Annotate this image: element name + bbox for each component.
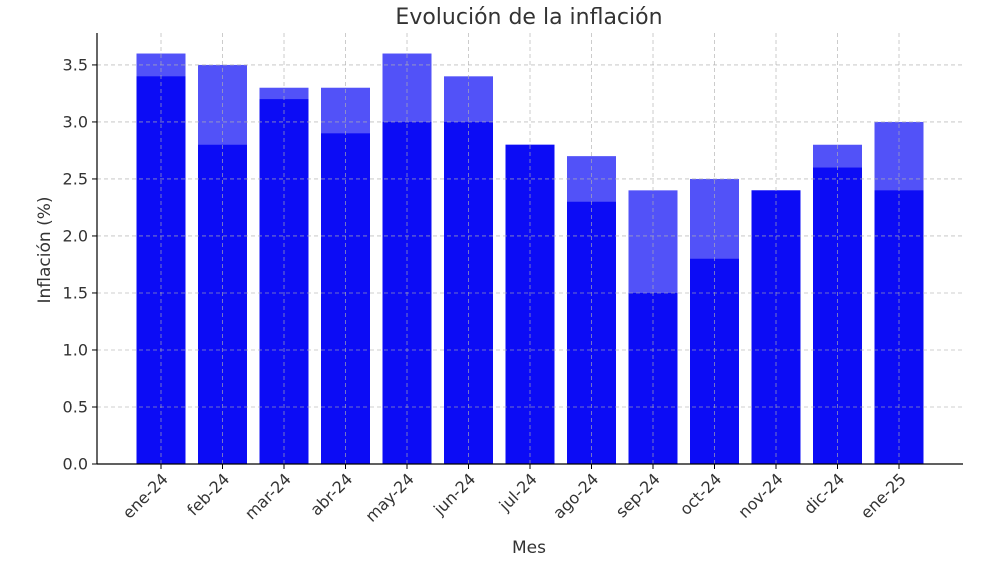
chart-title: Evolución de la inflación xyxy=(395,5,662,30)
y-tick-label: 2.5 xyxy=(63,169,88,188)
x-tick-label: abr-24 xyxy=(306,469,356,519)
y-tick-label: 0.5 xyxy=(63,397,88,416)
x-tick-label: dic-24 xyxy=(800,469,848,517)
x-tick-label: nov-24 xyxy=(734,469,786,521)
x-tick-label: jun-24 xyxy=(429,469,479,519)
x-tick-label: feb-24 xyxy=(183,469,233,519)
x-tick-label: ene-24 xyxy=(119,469,172,522)
bar-series-2-feb-24 xyxy=(198,144,247,465)
x-tick-label: oct-24 xyxy=(676,469,725,518)
x-tick-label: mar-24 xyxy=(241,469,295,523)
x-tick-label: ago-24 xyxy=(549,469,602,522)
x-tick-label: sep-24 xyxy=(612,469,664,521)
x-tick-label: may-24 xyxy=(361,469,417,525)
y-tick-label: 3.0 xyxy=(63,112,88,131)
y-axis-label: Inflación (%) xyxy=(35,197,55,304)
y-tick-label: 1.0 xyxy=(63,340,88,359)
x-tick-label: ene-25 xyxy=(857,469,910,522)
axes xyxy=(92,33,963,469)
bar-series-2-jul-24 xyxy=(505,144,555,465)
x-tick-label: jul-24 xyxy=(495,469,541,515)
y-tick-label: 3.5 xyxy=(63,55,88,74)
y-tick-label: 0.0 xyxy=(63,455,88,474)
y-tick-label: 1.5 xyxy=(63,283,88,302)
x-axis-label: Mes xyxy=(512,538,546,558)
y-tick-label: 2.0 xyxy=(63,226,88,245)
bar-series-2-ago-24 xyxy=(567,201,616,464)
